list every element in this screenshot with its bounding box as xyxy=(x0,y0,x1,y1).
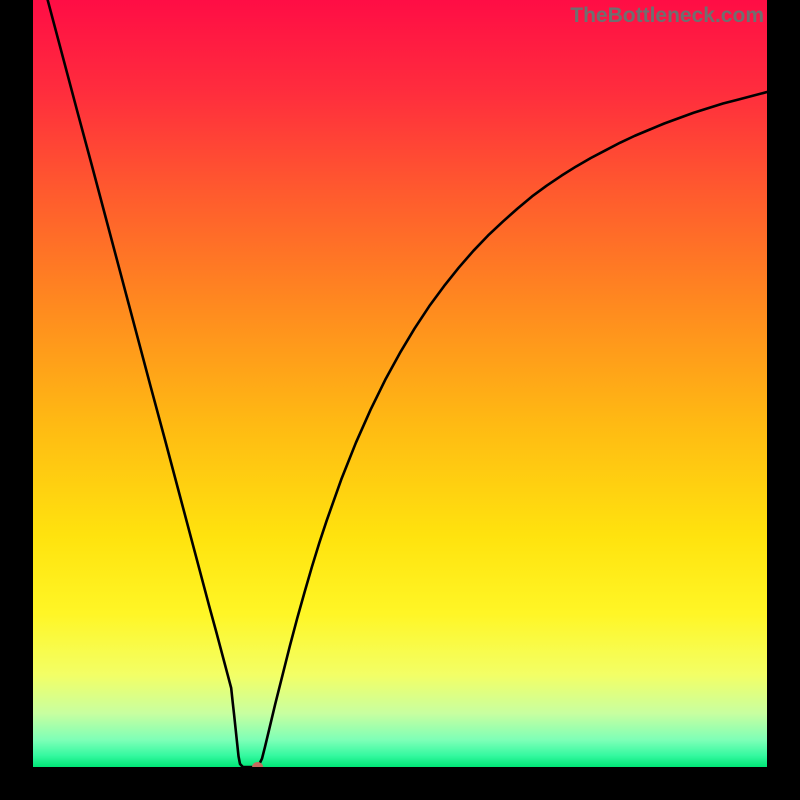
frame-bottom xyxy=(0,767,800,800)
bottleneck-chart xyxy=(33,0,767,767)
frame-left xyxy=(0,0,33,800)
watermark-text: TheBottleneck.com xyxy=(570,4,764,28)
frame-right xyxy=(767,0,800,800)
gradient-background xyxy=(33,0,767,767)
